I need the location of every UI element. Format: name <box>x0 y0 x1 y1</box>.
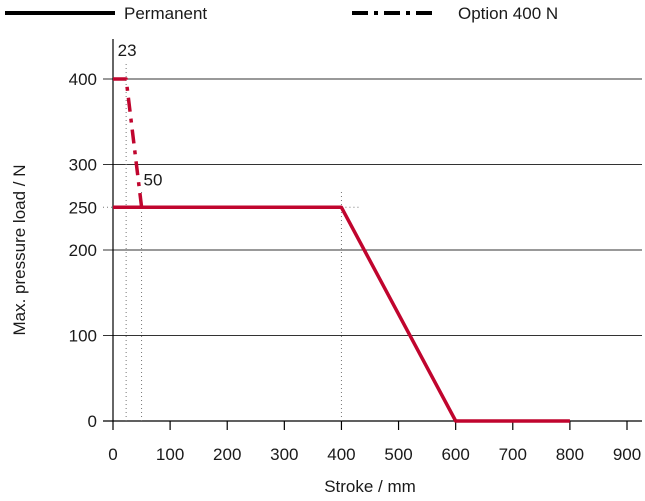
guide-lines <box>125 61 342 421</box>
y-tick-label-100: 100 <box>69 327 97 346</box>
x-tick-label-900: 900 <box>613 445 641 464</box>
y-tick-label-250: 250 <box>69 198 97 217</box>
x-tick-label-300: 300 <box>270 445 298 464</box>
annotation-23: 23 <box>118 41 137 60</box>
series-line-option-400 <box>113 77 144 208</box>
data-series <box>113 77 570 423</box>
x-axis-title: Stroke / mm <box>324 477 416 496</box>
series-line-permanent <box>113 205 570 423</box>
axes <box>112 39 628 430</box>
legend-label-permanent: Permanent <box>124 4 207 23</box>
x-tick-label-500: 500 <box>384 445 412 464</box>
y-tick-label-300: 300 <box>69 156 97 175</box>
x-tick-label-200: 200 <box>213 445 241 464</box>
grid-lines <box>103 78 642 422</box>
x-tick-label-0: 0 <box>108 445 117 464</box>
legend-label-option-400: Option 400 N <box>458 4 558 23</box>
x-tick-label-100: 100 <box>156 445 184 464</box>
annotation-50: 50 <box>144 170 163 189</box>
annotations: 23 50 <box>118 41 163 189</box>
x-tick-label-700: 700 <box>499 445 527 464</box>
legend: Permanent Option 400 N <box>5 4 558 23</box>
x-tick-label-600: 600 <box>441 445 469 464</box>
y-tick-label-200: 200 <box>69 241 97 260</box>
y-tick-label-0: 0 <box>88 412 97 431</box>
tick-labels: 0 100 200 250 300 400 0 100 200 300 400 500 600 700 80… <box>69 70 642 464</box>
y-axis-title: Max. pressure load / N <box>10 164 29 335</box>
x-tick-label-800: 800 <box>556 445 584 464</box>
x-tick-label-400: 400 <box>327 445 355 464</box>
y-tick-label-400: 400 <box>69 70 97 89</box>
